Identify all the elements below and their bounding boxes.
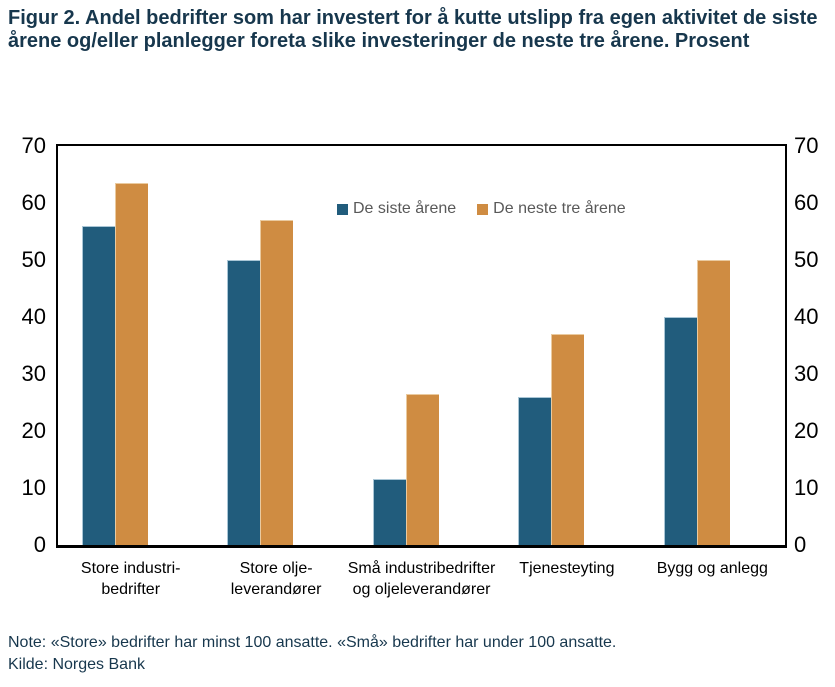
bar-series1-cat3 xyxy=(372,479,406,545)
y-tick-label-right: 70 xyxy=(794,133,819,158)
y-tick-label-right: 30 xyxy=(794,361,819,386)
bar-series2-cat5 xyxy=(696,260,730,545)
note-line: Note: «Store» bedrifter har minst 100 an… xyxy=(8,634,617,651)
bar-series2-cat2 xyxy=(260,220,294,545)
y-tick-label-left: 0 xyxy=(33,532,46,557)
bar-series1-cat5 xyxy=(663,317,697,545)
y-tick-label-right: 10 xyxy=(794,475,819,500)
bar-series1-cat4 xyxy=(518,396,552,545)
y-tick-label-left: 60 xyxy=(21,190,46,215)
source-line: Kilde: Norges Bank xyxy=(8,656,145,673)
x-category-label: Tjenesteyting xyxy=(519,560,615,577)
bar-series1-cat2 xyxy=(227,260,261,545)
y-tick-label-left: 30 xyxy=(21,361,46,386)
x-category-label: Store olje-leverandører xyxy=(230,560,322,598)
y-tick-label-right: 60 xyxy=(794,190,819,215)
bar-series1-cat1 xyxy=(82,225,115,545)
bar-series2-cat4 xyxy=(551,334,585,545)
x-category-label: Små industribedrifter og oljeleverandører xyxy=(347,560,496,598)
y-tick-label-left: 40 xyxy=(21,304,46,329)
chart-legend: De siste årene De neste tre årene xyxy=(337,201,626,217)
bars-layer xyxy=(58,146,785,545)
figure-notes: Note: «Store» bedrifter har minst 100 an… xyxy=(8,632,616,676)
y-tick-label-left: 20 xyxy=(21,418,46,443)
y-tick-label-right: 50 xyxy=(794,247,819,272)
y-tick-label-right: 40 xyxy=(794,304,819,329)
x-category-label: Bygg og anlegg xyxy=(656,560,768,577)
y-tick-label-left: 70 xyxy=(21,133,46,158)
legend-swatch-de-neste-tre-arene xyxy=(477,204,489,215)
y-tick-label-left: 10 xyxy=(21,475,46,500)
x-category-label: Store industri-bedrifter xyxy=(80,560,181,598)
y-tick-label-right: 0 xyxy=(794,532,807,557)
bar-series2-cat1 xyxy=(115,183,148,545)
legend-swatch-de-siste-arene xyxy=(337,204,348,215)
bar-series2-cat3 xyxy=(405,393,439,545)
legend-label-de-siste-arene: De siste årene xyxy=(353,200,457,217)
y-tick-label-left: 50 xyxy=(21,247,46,272)
figure-title: Figur 2. Andel bedrifter som har investe… xyxy=(8,7,818,52)
legend-label-de-neste-tre-arene: De neste tre årene xyxy=(493,200,626,217)
plot-area: De siste årene De neste tre årene xyxy=(56,144,787,548)
y-tick-label-right: 20 xyxy=(794,418,819,443)
